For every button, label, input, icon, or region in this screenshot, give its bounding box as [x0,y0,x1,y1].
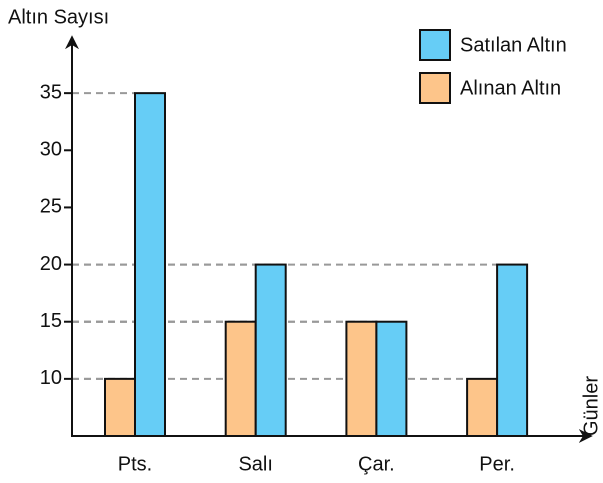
bar [375,320,408,438]
bars [104,92,529,438]
bar [496,263,529,438]
x-tick-label: Çar. [358,453,395,475]
x-tick-label: Pts. [118,453,152,475]
legend-swatch [419,29,451,61]
bar [466,377,499,438]
x-tick-label: Salı [238,453,272,475]
y-tick-label: 20 [40,253,62,275]
bar [134,92,166,438]
bar [254,263,287,438]
bar [104,377,136,438]
y-tick-label: 10 [40,367,62,389]
legend-swatch [419,72,451,104]
x-axis-label: Günler [580,376,602,436]
bar [345,320,378,438]
legend-label: Alınan Altın [460,77,561,99]
x-tick-label: Per. [479,453,515,475]
bar [224,320,257,438]
legend: Satılan Altın Alınan Altın [419,29,567,104]
y-tick-label: 25 [40,196,62,218]
legend-label: Satılan Altın [460,34,567,56]
y-tick-label: 35 [40,81,62,103]
y-tick-label: 30 [40,139,62,161]
y-axis-label: Altın Sayısı [8,6,109,28]
y-tick-label: 15 [40,310,62,332]
